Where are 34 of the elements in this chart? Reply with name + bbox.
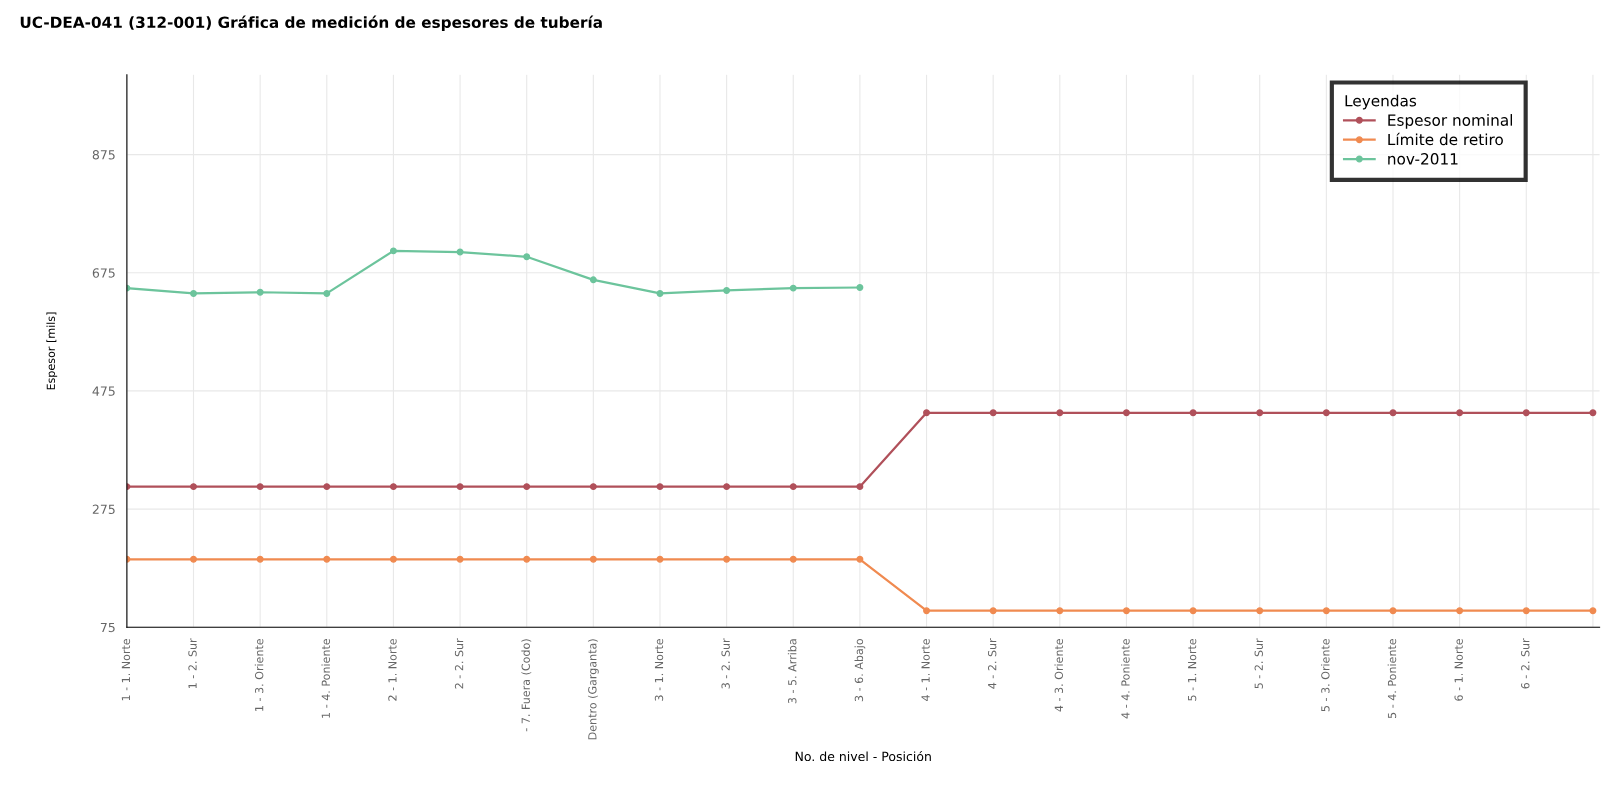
x-tick-label: 6 - 1. Norte [1454,638,1463,701]
x-tick-label: 1 - 1. Norte [121,638,131,701]
x-tick-label: 4 - 1. Norte [921,638,930,701]
x-tick-label: 4 - 3. Oriente [1054,638,1064,712]
x-tick-label: 3 - 6. Abajo [854,638,866,702]
x-tick-label: 4 - 2. Sur [987,638,997,689]
x-tick-label: 2 - 1. Norte [388,638,397,701]
x-tick-label: 1 - 3. Oriente [254,638,264,711]
x-tick-label: 3 - 2. Sur [721,638,730,689]
x-tick-label: 1 - 4. Poniente [321,638,331,718]
legend-label: Espesor nominal [1388,114,1513,129]
y-tick-label: 475 [92,386,115,396]
y-tick-label: 75 [100,622,115,633]
x-tick-label: 5 - 2. Sur [1254,638,1263,689]
y-tick-label: 675 [92,268,115,278]
legend-title: Leyendas [1345,94,1417,110]
x-tick-label: 5 - 3. Oriente [1320,638,1330,712]
legend-label: Límite de retiro [1388,132,1503,146]
x-tick-label: 5 - 4. Poniente [1387,638,1397,719]
x-axis-title: No. de nivel - Posición [795,750,931,762]
x-tick-label: 1 - 2. Sur [188,638,197,689]
x-tick-label: 5 - 1. Norte [1188,638,1197,701]
y-tick-label: 275 [92,504,115,515]
x-tick-label: - 7. Fuera (Codo) [521,639,532,732]
x-tick-label: Dentro (Garganta) [587,639,599,740]
x-tick-label: 3 - 1. Norte [654,638,664,701]
x-tick-label: 6 - 2. Sur [1521,638,1530,689]
y-tick-label: 875 [92,150,115,160]
chart-title: UC-DEA-041 (312-001) Gráfica de medición de espesores de tubería [20,15,602,31]
x-tick-label: 2 - 2. Sur [454,638,464,689]
legend-label: nov-2011 [1388,153,1458,165]
x-tick-label: 4 - 4. Poniente [1121,638,1130,719]
y-axis-title: Espesor [mils] [46,312,58,390]
x-tick-label: 3 - 5. Arriba [787,639,797,704]
